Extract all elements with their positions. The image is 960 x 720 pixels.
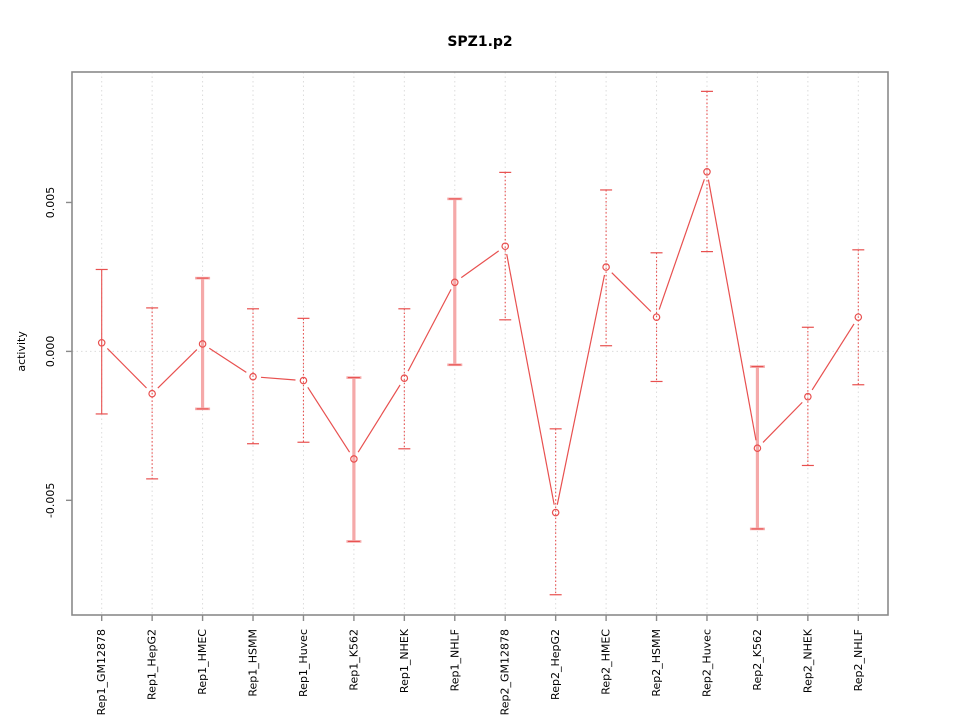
x-tick-label: Rep2_K562 (751, 629, 764, 691)
data-point-marker (804, 392, 812, 401)
data-point-marker (501, 242, 510, 251)
chart-title: SPZ1.p2 (447, 34, 513, 50)
x-tick-label: Rep1_NHLF (448, 629, 461, 691)
series-segment (208, 347, 247, 373)
data-point-marker (249, 372, 257, 381)
plot-box (71, 71, 889, 616)
data-point-marker (551, 508, 560, 517)
data-point-marker (602, 263, 610, 271)
series-segment (707, 179, 757, 441)
y-tick-label: -0.005 (44, 483, 57, 518)
x-tick-label: Rep2_Huvec (700, 629, 713, 697)
data-point-marker (854, 313, 863, 321)
data-point-marker (753, 444, 762, 452)
x-tick-label: Rep2_HepG2 (549, 629, 562, 700)
series-segment (407, 289, 452, 372)
series-segment (157, 349, 198, 389)
series-segment (307, 386, 351, 453)
data-point-marker (299, 376, 308, 385)
series-segment (658, 179, 705, 310)
series-segment (762, 401, 803, 443)
series-segment (106, 348, 147, 389)
y-axis-label: activity (15, 331, 28, 372)
x-tick-label: Rep2_GM12878 (499, 629, 512, 715)
x-tick-label: Rep1_NHEK (398, 628, 411, 693)
data-point-marker (450, 278, 459, 287)
x-tick-label: Rep2_NHEK (801, 628, 814, 693)
x-tick-label: Rep2_NHLF (852, 629, 865, 691)
series-segment (460, 250, 500, 279)
series-segment (357, 384, 401, 453)
series-segment (611, 272, 652, 312)
x-tick-label: Rep1_K562 (347, 629, 360, 691)
x-tick-label: Rep1_GM12878 (95, 629, 108, 715)
data-point-marker (652, 313, 661, 321)
data-point-marker (400, 374, 409, 383)
x-tick-label: Rep1_HMEC (196, 629, 209, 695)
series-segment (260, 376, 296, 381)
series-segment (506, 253, 555, 505)
data-point-marker (703, 167, 711, 176)
series-segment (556, 274, 606, 505)
x-tick-label: Rep2_HMEC (600, 629, 613, 695)
data-point-marker (350, 455, 358, 463)
data-point-marker (148, 389, 156, 398)
series-segment (811, 323, 855, 391)
x-tick-label: Rep1_HepG2 (146, 629, 159, 700)
x-tick-label: Rep1_Huvec (297, 629, 310, 697)
data-point-marker (198, 340, 207, 348)
data-point-marker (97, 338, 106, 347)
x-tick-label: Rep1_HSMM (247, 629, 260, 697)
y-tick-label: 0.000 (44, 336, 57, 368)
y-tick-label: 0.005 (44, 187, 57, 219)
x-tick-label: Rep2_HSMM (650, 629, 663, 697)
